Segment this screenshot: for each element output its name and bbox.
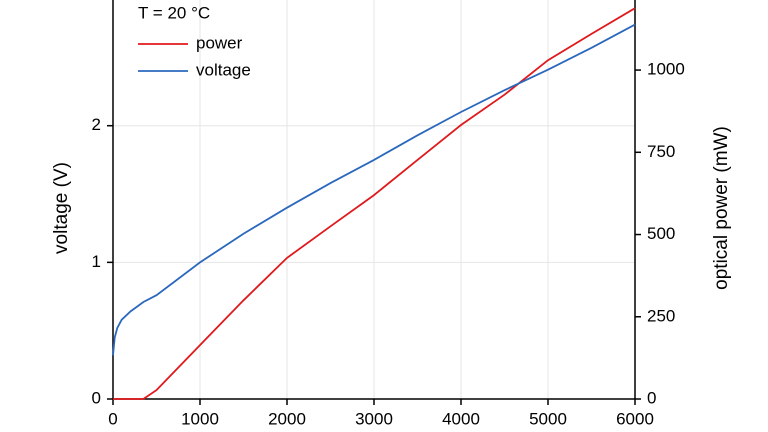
x-tick-label: 5000	[529, 409, 567, 428]
legend-label: power	[196, 33, 243, 52]
y-tick-label: 1	[92, 252, 101, 271]
axis-frame	[112, 0, 636, 400]
legend-title: T = 20 °C	[138, 3, 210, 22]
x-tick-label: 4000	[442, 409, 480, 428]
y2-tick-label: 1000	[647, 60, 685, 79]
y2-tick-label: 750	[647, 142, 675, 161]
x-tick-label: 1000	[181, 409, 219, 428]
x-tick-label: 0	[108, 409, 117, 428]
x-tick-label: 3000	[355, 409, 393, 428]
y2-tick-label: 0	[647, 388, 656, 407]
x-tick-label: 2000	[268, 409, 306, 428]
y2-tick-label: 500	[647, 224, 675, 243]
y2-axis-label: optical power (mW)	[711, 126, 732, 290]
y-tick-label: 2	[92, 115, 101, 134]
y-axis-label: voltage (V)	[51, 162, 72, 254]
series-line	[112, 23, 636, 356]
series-line	[113, 7, 636, 400]
legend-label: voltage	[196, 60, 251, 79]
y2-tick-label: 250	[647, 306, 675, 325]
y-tick-label: 0	[92, 388, 101, 407]
x-tick-label: 6000	[616, 409, 654, 428]
